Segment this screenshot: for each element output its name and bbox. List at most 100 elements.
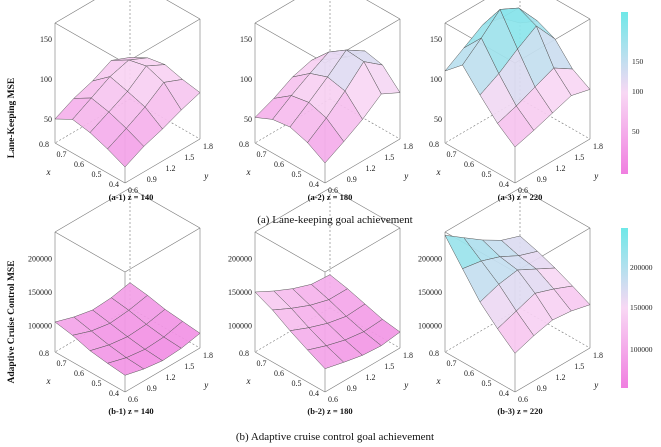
- z-tick-label: 150: [430, 35, 442, 44]
- x-axis-label: x: [436, 167, 441, 177]
- x-tick-label: 0.6: [74, 160, 84, 169]
- y-tick-label: 0.9: [347, 384, 357, 393]
- colorbar-a-tick: 150: [632, 57, 644, 66]
- y-tick-label: 1.2: [366, 373, 376, 382]
- caption-b: (b) Adaptive cruise control goal achieve…: [236, 431, 434, 443]
- surface-patch: [497, 105, 535, 148]
- x-axis-label: x: [246, 376, 251, 386]
- box-edge: [366, 0, 401, 20]
- box-edge: [254, 142, 326, 184]
- y-tick-label: 1.2: [166, 373, 176, 382]
- y-tick-label: 0.6: [518, 186, 528, 195]
- z-tick-label: 150000: [418, 288, 442, 297]
- box-edge: [254, 187, 331, 233]
- x-tick-label: 0.7: [447, 359, 457, 368]
- z-tick-label: 150: [240, 35, 252, 44]
- z-tick-label: 200000: [28, 255, 52, 264]
- x-tick-label: 0.4: [499, 180, 509, 189]
- surface-plots: 0.4 0.5 0.6 0.7 0.8 0.6 0.9 1.2 1.5 1.8 50 100 150 x y…: [28, 0, 603, 404]
- box-edge: [324, 347, 401, 393]
- y-tick-label: 0.6: [518, 395, 528, 404]
- x-tick-label: 0.8: [239, 349, 249, 358]
- x-tick-label: 0.7: [257, 150, 267, 159]
- box-edge: [519, 187, 591, 229]
- x-tick-label: 0.5: [482, 170, 492, 179]
- y-tick-label: 1.2: [366, 164, 376, 173]
- surface-plot-5: 0.4 0.5 0.6 0.7 0.8 0.6 0.9 1.2 1.5 1.8 100000 1500…: [228, 187, 413, 404]
- colorbar-b-tick: 100000: [630, 345, 653, 354]
- box-edge: [254, 351, 326, 393]
- box-edge: [129, 187, 201, 229]
- y-tick-label: 1.8: [203, 351, 213, 360]
- y-tick-label: 1.5: [574, 362, 584, 371]
- subplot-label-b3: (b-3) z = 220: [497, 406, 542, 416]
- x-axis-label: x: [436, 376, 441, 386]
- x-tick-label: 0.8: [39, 349, 49, 358]
- x-tick-label: 0.5: [92, 379, 102, 388]
- x-tick-label: 0.7: [257, 359, 267, 368]
- surface-patch: [107, 128, 145, 168]
- y-tick-label: 0.6: [128, 186, 138, 195]
- z-tick-label: 100: [240, 75, 252, 84]
- box-edge: [514, 347, 591, 393]
- y-tick-label: 0.9: [147, 175, 157, 184]
- subplot-label-a3: (a-3) z = 220: [498, 192, 543, 202]
- x-tick-label: 0.7: [57, 359, 67, 368]
- x-axis-label: x: [46, 167, 51, 177]
- y-tick-label: 1.5: [574, 153, 584, 162]
- x-tick-label: 0.8: [239, 140, 249, 149]
- subplot-label-a1: (a-1) z = 140: [109, 192, 154, 202]
- y-tick-label: 1.5: [184, 362, 194, 371]
- y-tick-label: 1.5: [184, 153, 194, 162]
- y-tick-label: 0.6: [328, 186, 338, 195]
- y-tick-label: 0.9: [537, 175, 547, 184]
- y-tick-label: 1.8: [403, 351, 413, 360]
- colorbar-b-gradient: [621, 228, 628, 388]
- z-tick-label: 100: [430, 75, 442, 84]
- y-tick-label: 1.8: [203, 142, 213, 151]
- x-tick-label: 0.4: [309, 389, 319, 398]
- box-edge: [124, 138, 201, 184]
- y-tick-label: 1.8: [593, 351, 603, 360]
- y-axis-label: y: [203, 380, 208, 390]
- y-tick-label: 0.9: [147, 384, 157, 393]
- z-tick-label: 150000: [28, 288, 52, 297]
- box-edge-hidden: [54, 307, 131, 353]
- box-edge: [329, 187, 401, 229]
- y-axis-label: y: [403, 380, 408, 390]
- x-tick-label: 0.6: [274, 160, 284, 169]
- box-edge: [124, 18, 201, 64]
- box-edge: [54, 142, 126, 184]
- x-tick-label: 0.4: [309, 180, 319, 189]
- z-tick-label: 200000: [418, 255, 442, 264]
- surface-patch: [307, 345, 345, 369]
- surface-patch: [106, 357, 145, 376]
- box-edge: [324, 227, 401, 273]
- box-edge-hidden: [254, 98, 331, 144]
- z-tick-label: 50: [244, 115, 252, 124]
- box-edge: [444, 0, 485, 24]
- surface-plot-2: 0.4 0.5 0.6 0.7 0.8 0.6 0.9 1.2 1.5 1.8 50 100 150 x y: [239, 0, 413, 195]
- caption-a: (a) Lane-keeping goal achievement: [257, 214, 412, 226]
- z-tick-label: 50: [44, 115, 52, 124]
- x-tick-label: 0.8: [429, 140, 439, 149]
- box-edge: [124, 347, 201, 393]
- row-a-zlabel: Lane-Keeping MSE: [7, 78, 17, 159]
- x-tick-label: 0.5: [482, 379, 492, 388]
- colorbar-a: 150 100 50: [621, 12, 644, 174]
- x-tick-label: 0.4: [499, 389, 509, 398]
- box-edge: [254, 0, 295, 24]
- z-tick-label: 100000: [228, 321, 252, 330]
- colorbar-a-tick: 50: [632, 127, 640, 136]
- colorbar-b-tick: 200000: [630, 263, 653, 272]
- y-tick-label: 1.8: [403, 142, 413, 151]
- box-edge-hidden: [444, 307, 521, 353]
- box-edge: [444, 142, 516, 184]
- y-tick-label: 0.9: [537, 384, 547, 393]
- x-tick-label: 0.5: [92, 170, 102, 179]
- x-tick-label: 0.8: [429, 349, 439, 358]
- box-edge: [444, 351, 516, 393]
- x-tick-label: 0.5: [292, 379, 302, 388]
- colorbar-a-tick: 100: [632, 87, 644, 96]
